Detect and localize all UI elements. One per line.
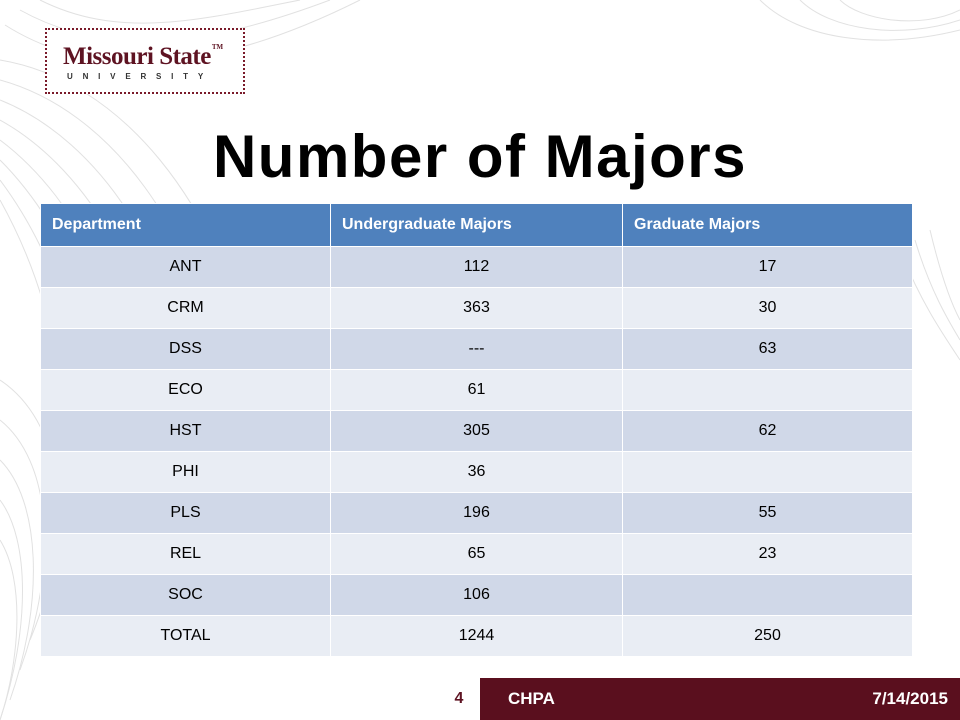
slide-footer: 4 CHPA 7/14/2015 <box>0 678 960 720</box>
cell-undergraduate: 363 <box>330 287 623 329</box>
cell-undergraduate: 112 <box>330 246 623 288</box>
cell-graduate: 63 <box>622 328 913 370</box>
cell-graduate <box>622 369 913 411</box>
logo-trademark: TM <box>211 43 224 51</box>
cell-department: PLS <box>40 492 331 534</box>
cell-department: ECO <box>40 369 331 411</box>
cell-undergraduate: 305 <box>330 410 623 452</box>
header-undergraduate-majors: Undergraduate Majors <box>330 203 623 247</box>
cell-department: HST <box>40 410 331 452</box>
table-row: PLS 196 55 <box>40 492 913 534</box>
footer-bar: CHPA 7/14/2015 <box>480 678 960 720</box>
cell-undergraduate: 61 <box>330 369 623 411</box>
footer-label: CHPA <box>508 689 555 708</box>
cell-graduate: 30 <box>622 287 913 329</box>
logo-subtitle: UNIVERSITY <box>67 72 214 81</box>
table-row: SOC 106 <box>40 574 913 616</box>
table-header-row: Department Undergraduate Majors Graduate… <box>40 203 913 247</box>
table-row-total: TOTAL 1244 250 <box>40 615 913 657</box>
footer-date: 7/14/2015 <box>872 689 948 708</box>
cell-department: TOTAL <box>40 615 331 657</box>
cell-department: SOC <box>40 574 331 616</box>
table-row: PHI 36 <box>40 451 913 493</box>
cell-graduate <box>622 451 913 493</box>
cell-undergraduate: --- <box>330 328 623 370</box>
cell-department: CRM <box>40 287 331 329</box>
page-number: 4 <box>445 678 473 720</box>
cell-graduate: 17 <box>622 246 913 288</box>
cell-graduate: 23 <box>622 533 913 575</box>
majors-table: Department Undergraduate Majors Graduate… <box>40 203 913 657</box>
university-logo: Missouri StateTM UNIVERSITY <box>45 28 245 94</box>
cell-department: DSS <box>40 328 331 370</box>
cell-graduate: 55 <box>622 492 913 534</box>
header-department: Department <box>40 203 331 247</box>
cell-graduate <box>622 574 913 616</box>
cell-department: ANT <box>40 246 331 288</box>
cell-undergraduate: 65 <box>330 533 623 575</box>
logo-wordmark: Missouri StateTM <box>63 43 224 70</box>
cell-undergraduate: 106 <box>330 574 623 616</box>
table-row: HST 305 62 <box>40 410 913 452</box>
cell-department: PHI <box>40 451 331 493</box>
table-row: ANT 112 17 <box>40 246 913 288</box>
cell-department: REL <box>40 533 331 575</box>
slide-title: Number of Majors <box>212 123 748 190</box>
table-row: CRM 363 30 <box>40 287 913 329</box>
table-row: ECO 61 <box>40 369 913 411</box>
cell-graduate: 250 <box>622 615 913 657</box>
header-graduate-majors: Graduate Majors <box>622 203 913 247</box>
cell-graduate: 62 <box>622 410 913 452</box>
table-row: DSS --- 63 <box>40 328 913 370</box>
cell-undergraduate: 1244 <box>330 615 623 657</box>
cell-undergraduate: 196 <box>330 492 623 534</box>
cell-undergraduate: 36 <box>330 451 623 493</box>
table-row: REL 65 23 <box>40 533 913 575</box>
